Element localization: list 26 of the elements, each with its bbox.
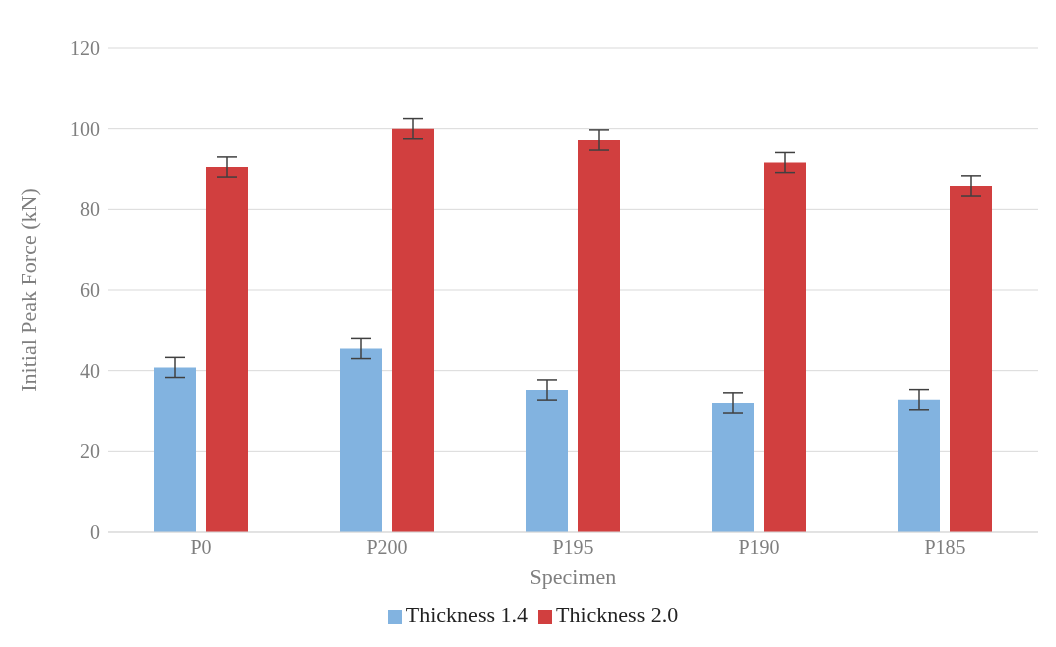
x-axis-title: Specimen xyxy=(529,564,617,589)
x-tick-label: P200 xyxy=(366,536,408,559)
bar xyxy=(392,128,434,532)
bar xyxy=(578,139,620,532)
y-tick-label: 20 xyxy=(80,440,100,463)
bar xyxy=(340,348,382,532)
y-tick-label: 100 xyxy=(70,117,100,140)
legend-label: Thickness 2.0 xyxy=(556,602,679,627)
y-axis-title: Initial Peak Force (kN) xyxy=(15,188,41,392)
y-tick-label: 120 xyxy=(70,37,100,60)
x-tick-label: P185 xyxy=(924,536,966,559)
y-tick-label: 80 xyxy=(80,198,100,221)
y-tick-label: 60 xyxy=(80,279,100,302)
bar xyxy=(898,399,940,532)
bar xyxy=(764,162,806,532)
bar xyxy=(154,367,196,532)
y-tick-label: 0 xyxy=(90,521,100,544)
y-tick-label: 40 xyxy=(80,359,100,382)
bar xyxy=(206,166,248,532)
bar xyxy=(526,390,568,532)
x-tick-label: P195 xyxy=(552,536,594,559)
bar xyxy=(950,185,992,532)
x-tick-label: P0 xyxy=(190,536,212,559)
bar xyxy=(712,402,754,532)
x-tick-label: P190 xyxy=(738,536,780,559)
legend-label: Thickness 1.4 xyxy=(405,602,528,627)
